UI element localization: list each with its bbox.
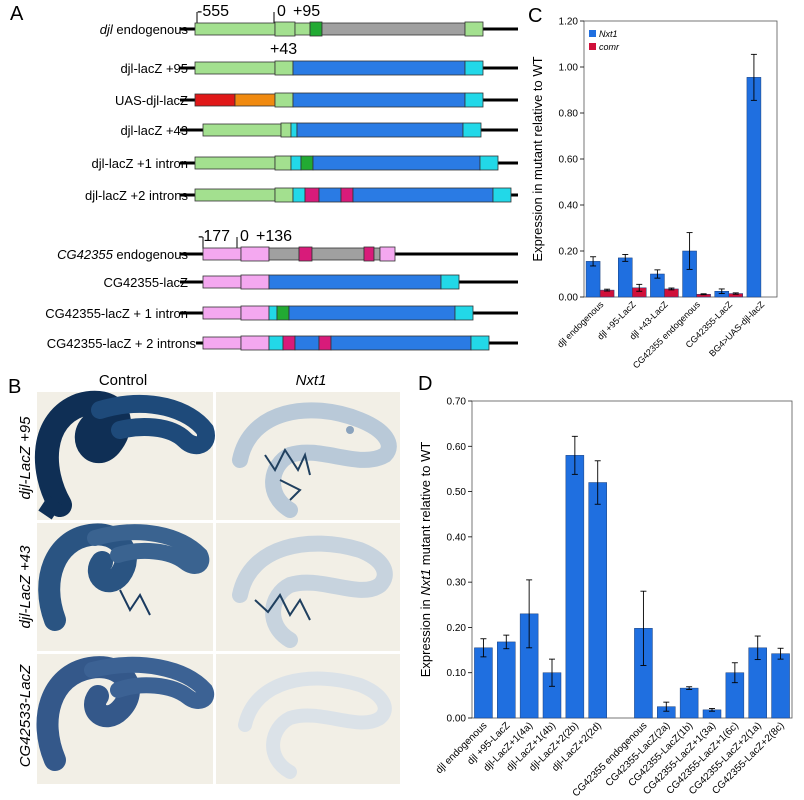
bar-value (565, 455, 585, 719)
y-tick-label: 1.20 (559, 17, 579, 28)
panel-b-letter: B (8, 376, 21, 398)
construct-label: CG42355-lacZ (103, 275, 188, 290)
y-tick-label: 0.70 (447, 397, 467, 408)
y-tick-label: 0.20 (447, 623, 467, 634)
y-tick-label: 0.50 (447, 487, 467, 498)
legend-label: comr (599, 42, 620, 52)
panel-a-letter: A (10, 3, 24, 25)
panel-b: B Control Nxt1 djl-LacZ +95 djl-LacZ +43… (8, 372, 400, 784)
construct-cg42355-lacz: CG42355-lacZ (103, 274, 518, 290)
panel-c-letter: C (528, 5, 542, 27)
construct-label: djl-lacZ +2 introns (85, 188, 188, 203)
col-header-control: Control (99, 372, 147, 389)
col-header-nxt1: Nxt1 (296, 372, 327, 389)
construct-label: djl-lacZ +95 (120, 61, 188, 76)
panel-c: C 0.00 0.20 0.40 0.60 0.80 1.00 1.20 Expression… (528, 5, 778, 370)
y-axis-label: Expression in mutant relative to WT (530, 56, 545, 261)
construct-djl-lacz-1-intron: djl-lacZ +1 intron (92, 155, 518, 171)
construct-label: djl-lacZ +1 intron (92, 156, 188, 171)
panel-a: A -555 0 +95 +43 djl endogenous djl-lacZ… (10, 3, 518, 351)
construct-uas-djl-lacz: UAS-djl-lacZ (115, 92, 518, 108)
y-tick-label: 1.00 (559, 63, 579, 74)
legend-swatch (589, 30, 596, 37)
pos-plus43: +43 (270, 41, 297, 58)
construct-label: CG42355-lacZ + 2 introns (47, 336, 197, 351)
row-label-cg42533: CG42533-LacZ (17, 664, 34, 767)
y-tick-label: 0.60 (447, 442, 467, 453)
pos-zero: 0 (277, 3, 286, 20)
construct-djl-endogenous: djl endogenous (100, 21, 518, 37)
y-tick-label: 0.10 (447, 668, 467, 679)
y-tick-label: 0.30 (447, 578, 467, 589)
bar-value (474, 647, 493, 719)
y-tick-label: 0.00 (447, 714, 467, 725)
panel-d: D 0.00 0.10 0.20 0.30 0.40 0.50 0.60 0.70 Expres… (418, 373, 793, 799)
bar-nxt1 (618, 257, 633, 298)
construct-label: CG42355-lacZ + 1 intron (45, 306, 188, 321)
photo-nxt1-row3 (216, 654, 400, 784)
construct-djl-lacz-95: djl-lacZ +95 (120, 60, 518, 76)
photo-nxt1-row1 (216, 392, 400, 520)
panel-d-letter: D (418, 373, 432, 395)
y-tick-label: 0.00 (559, 293, 579, 304)
photo-control-row2 (37, 523, 213, 651)
cg-position-labels: -177 0 +136 (198, 228, 292, 249)
y-tick-label: 0.80 (559, 109, 579, 120)
pos-plus95: +95 (293, 3, 320, 20)
construct-label: djl-lacZ +43 (120, 123, 188, 138)
bar-nxt1 (746, 77, 762, 298)
y-tick-label: 0.20 (559, 247, 579, 258)
construct-djl-lacz-43: djl-lacZ +43 (120, 122, 518, 138)
photo-control-row3 (36, 654, 215, 784)
construct-cg42355-endogenous: CG42355 endogenous (57, 246, 518, 262)
djl-position-labels: -555 0 +95 +43 (196, 3, 320, 58)
photo-control-row1 (34, 390, 215, 520)
construct-cg42355-lacz-1-intron: CG42355-lacZ + 1 intron (45, 305, 518, 321)
pos-cg-zero: 0 (240, 228, 249, 245)
construct-djl-lacz-2-introns: djl-lacZ +2 introns (85, 187, 518, 203)
chart-d: 0.00 0.10 0.20 0.30 0.40 0.50 0.60 0.70 Expressi… (418, 397, 793, 799)
x-tick-label: djl endogenous (555, 299, 606, 350)
bar-value (771, 653, 790, 719)
x-tick-label: BG4>UAS-djl-lacZ (707, 299, 767, 359)
bar-value (497, 641, 516, 719)
chart-c: 0.00 0.20 0.40 0.60 0.80 1.00 1.20 Expression i… (530, 17, 778, 370)
construct-label: UAS-djl-lacZ (115, 93, 188, 108)
row-label-djl-95: djl-LacZ +95 (17, 416, 34, 500)
pos-minus177: -177 (198, 228, 230, 245)
plot-area (583, 20, 778, 298)
pos-plus136: +136 (256, 228, 292, 245)
y-tick-label: 0.40 (447, 532, 467, 543)
bar-value (588, 482, 607, 719)
legend-swatch (589, 43, 596, 50)
construct-label: CG42355 endogenous (57, 247, 188, 262)
y-tick-label: 0.60 (559, 155, 579, 166)
y-tick-label: 0.40 (559, 201, 579, 212)
bar-value (679, 687, 699, 719)
row-label-djl-43: djl-LacZ +43 (17, 545, 34, 629)
legend-label: Nxt1 (599, 29, 618, 39)
bar-nxt1 (585, 261, 601, 298)
construct-cg42355-lacz-2-introns: CG42355-lacZ + 2 introns (47, 335, 518, 351)
construct-label: djl endogenous (100, 22, 189, 37)
y-axis-label: Expression in Nxt1 mutant relative to WT (418, 442, 433, 678)
photo-nxt1-row2 (216, 523, 400, 651)
pos-minus555: -555 (197, 3, 229, 20)
